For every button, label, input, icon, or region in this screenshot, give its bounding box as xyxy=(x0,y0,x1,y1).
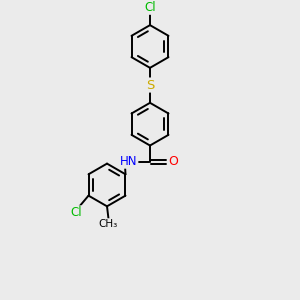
Text: Cl: Cl xyxy=(70,206,82,219)
Text: O: O xyxy=(168,155,178,168)
Text: CH₃: CH₃ xyxy=(99,219,118,229)
Text: HN: HN xyxy=(120,155,137,168)
Text: Cl: Cl xyxy=(144,1,156,14)
Text: S: S xyxy=(146,79,154,92)
